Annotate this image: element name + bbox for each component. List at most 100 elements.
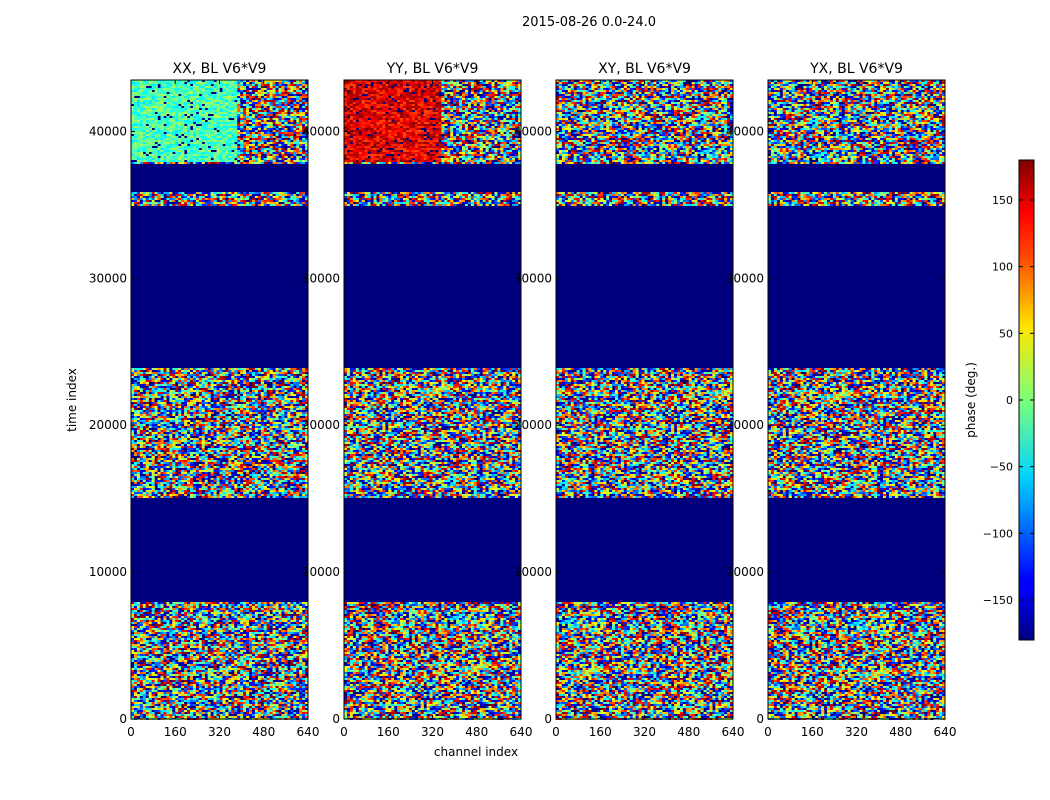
phase-cell: [184, 400, 187, 402]
phase-cell: [270, 202, 273, 204]
phase-cell: [273, 202, 276, 204]
phase-cell: [205, 116, 208, 118]
phase-cell: [270, 120, 273, 122]
phase-cell: [293, 376, 296, 378]
phase-cell: [211, 412, 214, 414]
phase-cell: [228, 370, 231, 372]
phase-cell: [217, 406, 220, 408]
phase-cell: [284, 204, 287, 206]
phase-cell: [178, 388, 181, 390]
phase-cell: [214, 384, 217, 386]
phase-cell: [161, 104, 164, 106]
phase-cell: [187, 382, 190, 384]
phase-cell: [220, 382, 223, 384]
phase-cell: [225, 404, 228, 406]
phase-cell: [287, 390, 290, 392]
phase-cell: [228, 148, 231, 150]
phase-cell: [293, 146, 296, 148]
phase-cell: [222, 82, 225, 84]
phase-cell: [178, 376, 181, 378]
phase-cell: [163, 386, 166, 388]
phase-cell: [261, 406, 264, 408]
phase-cell: [158, 204, 161, 206]
phase-cell: [205, 384, 208, 386]
phase-cell: [290, 128, 293, 130]
phase-cell: [217, 88, 220, 90]
phase-cell: [205, 100, 208, 102]
phase-cell: [240, 142, 243, 144]
phase-cell: [196, 202, 199, 204]
phase-cell: [246, 158, 249, 160]
phase-cell: [211, 96, 214, 98]
phase-cell: [146, 160, 149, 162]
phase-cell: [290, 116, 293, 118]
phase-cell: [258, 154, 261, 156]
phase-cell: [252, 94, 255, 96]
phase-cell: [134, 154, 137, 156]
phase-cell: [134, 394, 137, 396]
phase-cell: [270, 122, 273, 124]
phase-cell: [273, 198, 276, 200]
phase-cell: [155, 372, 158, 374]
phase-cell: [252, 396, 255, 398]
phase-cell: [181, 160, 184, 162]
phase-cell: [166, 408, 169, 410]
phase-cell: [193, 418, 196, 420]
phase-cell: [264, 204, 267, 206]
phase-cell: [202, 408, 205, 410]
phase-cell: [302, 368, 305, 370]
phase-cell: [225, 150, 228, 152]
phase-cell: [231, 154, 234, 156]
phase-cell: [222, 194, 225, 196]
phase-cell: [231, 96, 234, 98]
phase-cell: [163, 110, 166, 112]
phase-cell: [299, 402, 302, 404]
phase-cell: [281, 372, 284, 374]
phase-cell: [172, 130, 175, 132]
phase-cell: [155, 396, 158, 398]
phase-cell: [264, 370, 267, 372]
phase-cell: [261, 408, 264, 410]
phase-cell: [208, 126, 211, 128]
phase-cell: [211, 136, 214, 138]
phase-cell: [199, 122, 202, 124]
phase-cell: [267, 134, 270, 136]
phase-cell: [158, 376, 161, 378]
phase-cell: [270, 386, 273, 388]
phase-cell: [184, 92, 187, 94]
phase-cell: [287, 378, 290, 380]
phase-cell: [134, 104, 137, 106]
phase-cell: [228, 100, 231, 102]
phase-cell: [205, 94, 208, 96]
phase-cell: [166, 84, 169, 86]
phase-cell: [146, 374, 149, 376]
phase-cell: [222, 152, 225, 154]
phase-cell: [225, 384, 228, 386]
phase-cell: [240, 140, 243, 142]
phase-cell: [302, 106, 305, 108]
phase-cell: [267, 88, 270, 90]
phase-cell: [217, 140, 220, 142]
phase-cell: [140, 100, 143, 102]
phase-cell: [252, 118, 255, 120]
phase-cell: [264, 192, 267, 194]
phase-cell: [217, 402, 220, 404]
phase-cell: [293, 400, 296, 402]
phase-cell: [296, 158, 299, 160]
phase-cell: [255, 368, 258, 370]
phase-cell: [152, 160, 155, 162]
phase-cell: [190, 96, 193, 98]
phase-cell: [237, 152, 240, 154]
phase-cell: [134, 152, 137, 154]
phase-cell: [261, 132, 264, 134]
phase-cell: [273, 88, 276, 90]
phase-cell: [184, 198, 187, 200]
phase-cell: [234, 146, 237, 148]
panels-group: XX, BL V6*V90 160 320 480 640010000200003000…: [89, 61, 957, 739]
phase-cell: [199, 104, 202, 106]
phase-cell: [258, 94, 261, 96]
phase-cell: [276, 158, 279, 160]
phase-cell: [137, 198, 140, 200]
phase-cell: [187, 138, 190, 140]
phase-cell: [261, 202, 264, 204]
